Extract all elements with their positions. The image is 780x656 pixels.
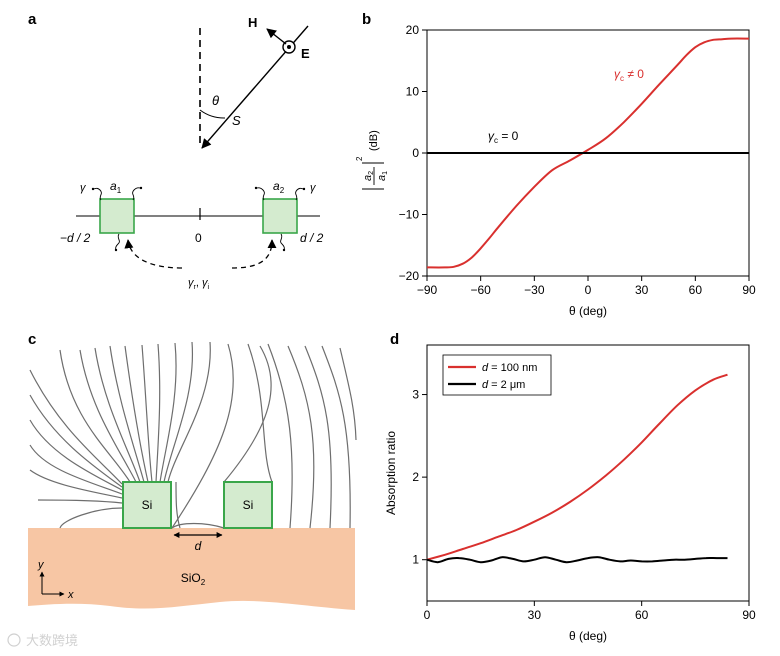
- watermark-text: 大数跨境: [26, 633, 78, 648]
- coupling-arc-right: [231, 239, 277, 269]
- panel-b-xtick-label: 0: [585, 283, 592, 297]
- svg-text:a2: a2: [362, 171, 375, 181]
- coupling-arc-left: [124, 239, 183, 269]
- resonator-a1-label: a1: [110, 179, 122, 195]
- svg-text:a1: a1: [376, 171, 389, 181]
- panel-d-ytick-label: 1: [412, 553, 419, 567]
- coupling-label: γr, γi: [188, 277, 209, 291]
- svg-text:(dB): (dB): [368, 130, 380, 151]
- panel-d-xtick-label: 90: [742, 608, 756, 622]
- gap-label: d: [195, 539, 202, 553]
- series-label-gamma-nonzero: γc ≠ 0: [614, 67, 644, 83]
- h-field-arrow: [266, 28, 287, 45]
- panel-label-c: c: [28, 331, 36, 348]
- panel-d-legend: d = 100 nm d = 2 μm: [442, 354, 552, 396]
- panel-label-b: b: [362, 11, 371, 28]
- panel-d-series: [426, 373, 728, 564]
- panel-d-series-line-1: [426, 556, 728, 564]
- si-left-label: Si: [142, 498, 153, 512]
- panel-d-ytick-label: 2: [412, 470, 419, 484]
- panel-d-xtick-label: 30: [528, 608, 542, 622]
- panel-d-frame: [426, 344, 750, 602]
- panel-b-ytick-label: −10: [399, 208, 420, 222]
- field-streamlines: [29, 341, 357, 529]
- panel-d-ytick-label: 3: [412, 388, 419, 402]
- panel-label-a: a: [28, 11, 37, 28]
- panel-d-ylabel: Absorption ratio: [384, 431, 398, 515]
- legend-box: [442, 354, 552, 396]
- si-right-label: Si: [243, 498, 254, 512]
- svg-text:2: 2: [355, 156, 364, 161]
- panel-d-xtick-label: 0: [424, 608, 431, 622]
- origin-label: 0: [195, 231, 202, 245]
- panel-b-ylabel: a2 a1 2 (dB): [355, 130, 389, 190]
- panel-d-xlabel: θ (deg): [569, 629, 607, 643]
- theta-label: θ: [212, 93, 219, 108]
- panel-label-d: d: [390, 331, 399, 348]
- h-field-label: H: [248, 15, 257, 30]
- si-block-left: [122, 481, 172, 529]
- si-block-right: [223, 481, 273, 529]
- panel-b-xtick-label: −60: [470, 283, 491, 297]
- theta-arc: [199, 109, 226, 119]
- legend-label-2um: d = 2 μm: [482, 379, 525, 391]
- watermark: 大数跨境: [7, 633, 78, 648]
- gamma-left-label: γ: [80, 182, 87, 194]
- panel-b-series: [426, 37, 750, 269]
- axis-x-label: x: [67, 589, 74, 601]
- series-label-gamma-zero: γc = 0: [488, 129, 519, 145]
- panel-d-series-line-0: [426, 373, 728, 561]
- sio2-substrate: [28, 528, 355, 610]
- panel-b-ytick-label: 0: [412, 146, 419, 160]
- panel-b-xtick-label: 60: [689, 283, 703, 297]
- watermark-logo-icon: [7, 633, 21, 647]
- e-field-dot: [287, 45, 291, 49]
- panel-b-ticks: −90 −60 −30 0 30 60 90 −20 −10 0 10 20: [399, 23, 756, 297]
- panel-b-xtick-label: −90: [417, 283, 438, 297]
- axis-y-label: y: [37, 559, 45, 571]
- panel-d-ticks: 0 30 60 90 1 2 3: [412, 388, 756, 622]
- panel-d-chart: 0 30 60 90 1 2 3 θ (deg) Absorption ratio d = …: [384, 344, 756, 643]
- panel-b-series-line-0: [426, 37, 750, 269]
- panel-a-schematic: θ S E H 0 a1 a2 γ γ: [60, 15, 324, 291]
- radiation-squiggles: [92, 187, 305, 251]
- panel-c-simulation: Si Si d SiO2 y x: [28, 341, 357, 610]
- substrate-label: SiO2: [181, 571, 206, 587]
- panel-b-xtick-label: 30: [635, 283, 649, 297]
- panel-b-ytick-label: −20: [399, 269, 420, 283]
- left-position-label: −d / 2: [60, 231, 91, 245]
- resonator-a2: [262, 198, 298, 234]
- panel-b-chart: −90 −60 −30 0 30 60 90 −20 −10 0 10 20 θ (deg) a2 a…: [355, 23, 756, 318]
- resonator-a2-label: a2: [273, 179, 285, 195]
- legend-label-100nm: d = 100 nm: [482, 362, 537, 374]
- gamma-right-label: γ: [310, 182, 317, 194]
- s-label: S: [232, 113, 241, 128]
- panel-b-xtick-label: 90: [742, 283, 756, 297]
- right-position-label: d / 2: [300, 231, 324, 245]
- panel-d-xtick-label: 60: [635, 608, 649, 622]
- panel-b-ytick-label: 20: [406, 23, 420, 37]
- panel-b-xtick-label: −30: [524, 283, 545, 297]
- panel-b-xlabel: θ (deg): [569, 304, 607, 318]
- panel-b-ytick-label: 10: [406, 85, 420, 99]
- e-field-label: E: [301, 46, 310, 61]
- resonator-a1: [99, 198, 135, 234]
